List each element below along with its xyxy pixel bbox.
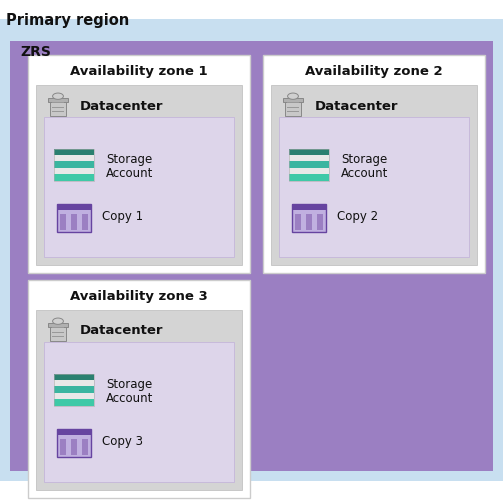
Bar (44, 342, 234, 482)
Text: Datacenter: Datacenter (80, 325, 163, 338)
Text: Copy 2: Copy 2 (337, 210, 378, 223)
Text: Storage: Storage (106, 153, 152, 166)
Bar (57, 204, 91, 232)
Text: Account: Account (341, 167, 388, 180)
Bar (48, 98, 68, 102)
Bar (82, 438, 89, 455)
Bar (54, 374, 94, 406)
Bar (287, 102, 299, 103)
Bar (0, 31, 503, 481)
Text: ZRS: ZRS (20, 45, 51, 59)
Bar (82, 213, 89, 230)
Bar (71, 438, 77, 455)
Text: Datacenter: Datacenter (80, 100, 163, 113)
Bar (287, 107, 299, 108)
Bar (54, 374, 94, 380)
Bar (54, 399, 94, 406)
Text: Primary region: Primary region (6, 13, 129, 28)
Text: Storage: Storage (341, 153, 387, 166)
Bar (54, 168, 94, 174)
Text: Availability zone 1: Availability zone 1 (70, 65, 208, 78)
Text: Availability zone 2: Availability zone 2 (305, 65, 443, 78)
Bar (289, 149, 329, 180)
Bar (10, 41, 493, 471)
Bar (52, 332, 64, 333)
Bar (54, 380, 94, 386)
Bar (57, 429, 91, 457)
Bar (54, 149, 94, 180)
Bar (52, 107, 64, 108)
FancyBboxPatch shape (28, 55, 250, 273)
Bar (52, 102, 64, 103)
Bar (36, 310, 242, 490)
Bar (57, 429, 91, 435)
Text: Copy 1: Copy 1 (102, 210, 143, 223)
Bar (50, 326, 66, 341)
Bar (52, 111, 64, 112)
Ellipse shape (288, 93, 298, 99)
Text: Account: Account (106, 392, 153, 405)
Text: Datacenter: Datacenter (315, 100, 398, 113)
Bar (54, 386, 94, 393)
Bar (283, 98, 303, 102)
Bar (54, 393, 94, 399)
FancyBboxPatch shape (263, 55, 485, 273)
Bar (71, 213, 77, 230)
Bar (60, 438, 66, 455)
Ellipse shape (53, 318, 63, 324)
Bar (292, 204, 326, 210)
Bar (295, 213, 301, 230)
Bar (52, 336, 64, 337)
Text: Storage: Storage (106, 378, 152, 391)
Bar (57, 204, 91, 210)
Text: Account: Account (106, 167, 153, 180)
Bar (292, 204, 326, 232)
Bar (289, 168, 329, 174)
FancyBboxPatch shape (28, 280, 250, 498)
Bar (60, 213, 66, 230)
Bar (52, 327, 64, 328)
Bar (54, 155, 94, 161)
Bar (287, 111, 299, 112)
Bar (289, 149, 329, 155)
Bar (279, 117, 469, 257)
Bar (271, 85, 477, 265)
Bar (285, 101, 301, 116)
Bar (54, 149, 94, 155)
Bar (54, 161, 94, 168)
Bar (54, 174, 94, 180)
Bar (289, 174, 329, 180)
Bar (48, 323, 68, 327)
Text: Availability zone 3: Availability zone 3 (70, 290, 208, 303)
Bar (306, 213, 312, 230)
Bar (44, 117, 234, 257)
Bar (289, 161, 329, 168)
Bar (317, 213, 323, 230)
Bar (289, 155, 329, 161)
Bar (0, 19, 503, 33)
Text: Copy 3: Copy 3 (102, 435, 143, 448)
Bar (50, 101, 66, 116)
Bar (36, 85, 242, 265)
Ellipse shape (53, 93, 63, 99)
